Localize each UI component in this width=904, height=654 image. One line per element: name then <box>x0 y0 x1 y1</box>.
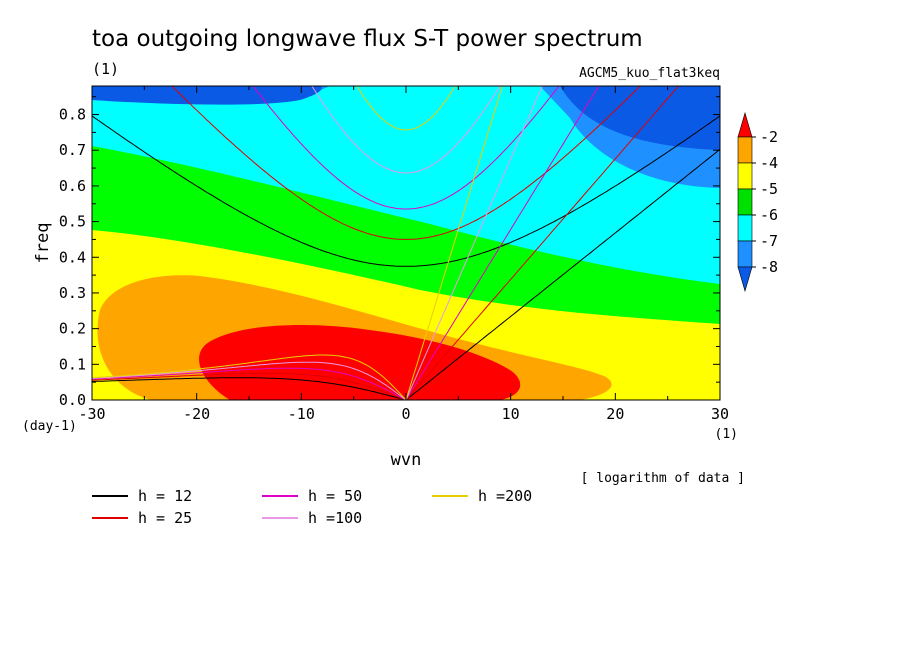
legend-label-h100: h =100 <box>308 509 362 527</box>
scale-note: [ logarithm of data ] <box>581 471 745 486</box>
x-unit-label: (1) <box>715 427 738 442</box>
y-tick-label-6: 0.6 <box>59 177 86 195</box>
contour-band-3 <box>560 86 720 150</box>
colorbar-arrow-top <box>737 111 753 138</box>
y-tick-label-8: 0.8 <box>59 106 86 124</box>
experiment-label: AGCM5_kuo_flat3keq <box>579 66 720 81</box>
kelvin-curve-h100 <box>405 86 543 400</box>
y-tick-label-2: 0.2 <box>59 320 86 338</box>
x-tick-label-3: 0 <box>401 405 410 423</box>
units-left-label: (1) <box>92 60 119 78</box>
colorbar-swatch-1 <box>737 162 753 190</box>
colorbar-label-2: -5 <box>760 180 778 198</box>
rossby-curve-h200 <box>92 354 407 400</box>
y-tick-label-1: 0.1 <box>59 355 86 373</box>
legend: h = 12 h = 25 h = 50 h =100 h =200 <box>92 487 532 527</box>
dispersion-curves <box>92 86 720 400</box>
colorbar-arrow-bottom <box>737 266 753 293</box>
y-axis-label: freq <box>33 223 53 264</box>
kelvin-curve-h50 <box>405 86 600 400</box>
rossby-curve-h12 <box>92 377 407 400</box>
plot-area <box>92 86 720 400</box>
y-tick-label-5: 0.5 <box>59 213 86 231</box>
rossby-curve-h50 <box>92 367 407 400</box>
colorbar-swatch-0 <box>737 136 753 164</box>
colorbar-label-4: -7 <box>760 232 778 250</box>
rossby-curve-h25 <box>92 372 407 400</box>
x-axis-ticks: -30 -20 -10 0 10 20 30 <box>78 86 729 423</box>
contour-band-0 <box>92 86 720 284</box>
y-tick-label-0: 0.0 <box>59 391 86 409</box>
kelvin-curve-h12 <box>405 148 720 400</box>
x-tick-label-1: -20 <box>183 405 210 423</box>
colorbar-label-1: -4 <box>760 154 778 172</box>
colorbar-label-3: -6 <box>760 206 778 224</box>
colorbar-label-0: -2 <box>760 128 778 146</box>
rossby-curve-h100 <box>92 361 407 400</box>
y-tick-label-3: 0.3 <box>59 284 86 302</box>
x-axis-label: wvn <box>391 450 422 470</box>
y-unit-label: (day-1) <box>22 419 77 434</box>
x-tick-label-0: -30 <box>78 405 105 423</box>
contour-fills <box>92 86 720 400</box>
inertia-gravity-curve-h12 <box>92 115 720 267</box>
x-tick-label-4: 10 <box>502 405 520 423</box>
colorbar: -2 -4 -5 -6 -7 -8 <box>737 111 778 293</box>
kelvin-curve-h200 <box>405 86 503 400</box>
legend-label-h25: h = 25 <box>138 509 192 527</box>
x-tick-label-2: -10 <box>288 405 315 423</box>
x-tick-label-5: 20 <box>606 405 624 423</box>
legend-label-h200: h =200 <box>478 487 532 505</box>
chart-title: toa outgoing longwave flux S-T power spe… <box>92 26 643 52</box>
legend-label-h12: h = 12 <box>138 487 192 505</box>
inertia-gravity-curve-h100 <box>311 86 501 174</box>
colorbar-swatch-3 <box>737 214 753 242</box>
legend-label-h50: h = 50 <box>308 487 362 505</box>
y-tick-label-4: 0.4 <box>59 248 86 266</box>
y-tick-label-7: 0.7 <box>59 141 86 159</box>
inertia-gravity-curve-h50 <box>252 86 560 210</box>
colorbar-label-5: -8 <box>760 258 778 276</box>
contour-band-2 <box>92 86 322 105</box>
inertia-gravity-curve-h25 <box>171 86 641 240</box>
inertia-gravity-curve-h200 <box>356 86 456 131</box>
x-tick-label-6: 30 <box>711 405 729 423</box>
kelvin-curve-h25 <box>405 86 680 400</box>
colorbar-swatch-2 <box>737 188 753 216</box>
colorbar-swatch-4 <box>737 240 753 268</box>
y-axis-ticks: 0.0 0.1 0.2 0.3 0.4 0.5 0.6 0.7 0.8 <box>59 96 720 409</box>
